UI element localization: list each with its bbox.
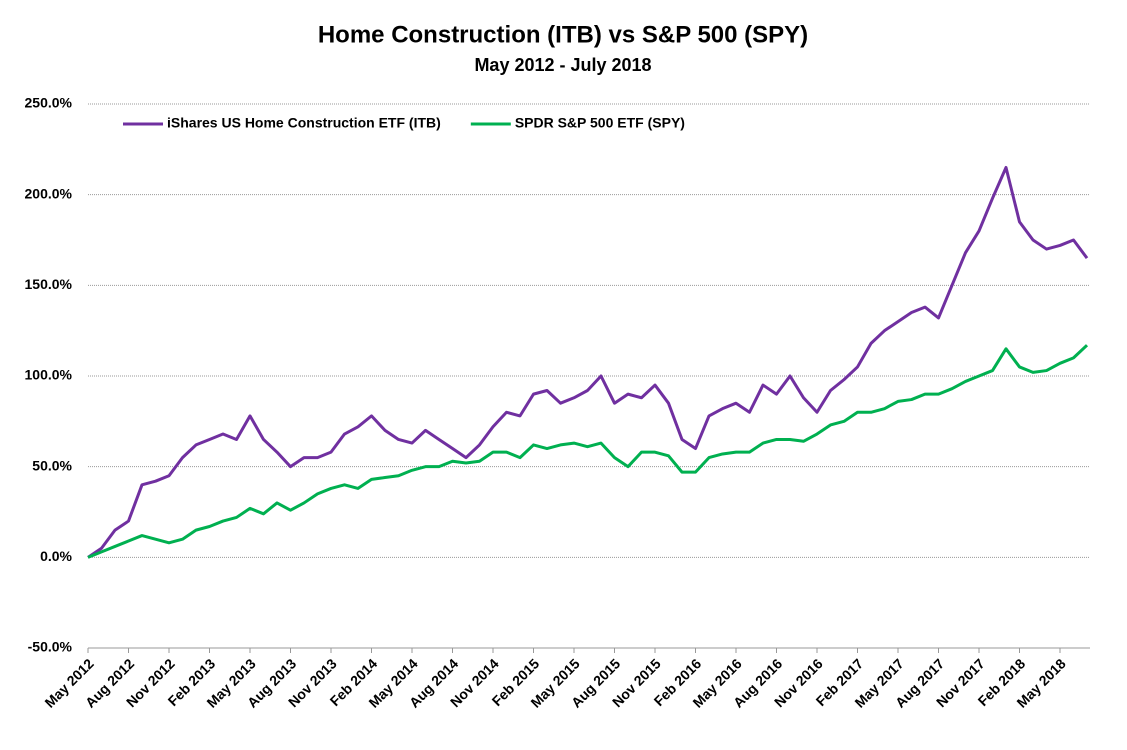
legend-label: iShares US Home Construction ETF (ITB) bbox=[167, 115, 441, 131]
y-tick-label: 50.0% bbox=[32, 457, 72, 473]
y-tick-label: 150.0% bbox=[25, 276, 73, 292]
y-tick-label: 250.0% bbox=[25, 95, 73, 111]
y-tick-label: 0.0% bbox=[40, 548, 72, 564]
data-line bbox=[87, 165, 1089, 559]
y-tick-label: -50.0% bbox=[28, 639, 73, 655]
chart-subtitle: May 2012 - July 2018 bbox=[474, 55, 651, 75]
data-line bbox=[87, 344, 1089, 559]
chart-title: Home Construction (ITB) vs S&P 500 (SPY) bbox=[318, 21, 808, 48]
y-tick-label: 200.0% bbox=[25, 185, 73, 201]
legend-label: SPDR S&P 500 ETF (SPY) bbox=[515, 115, 685, 131]
y-tick-label: 100.0% bbox=[25, 367, 73, 383]
